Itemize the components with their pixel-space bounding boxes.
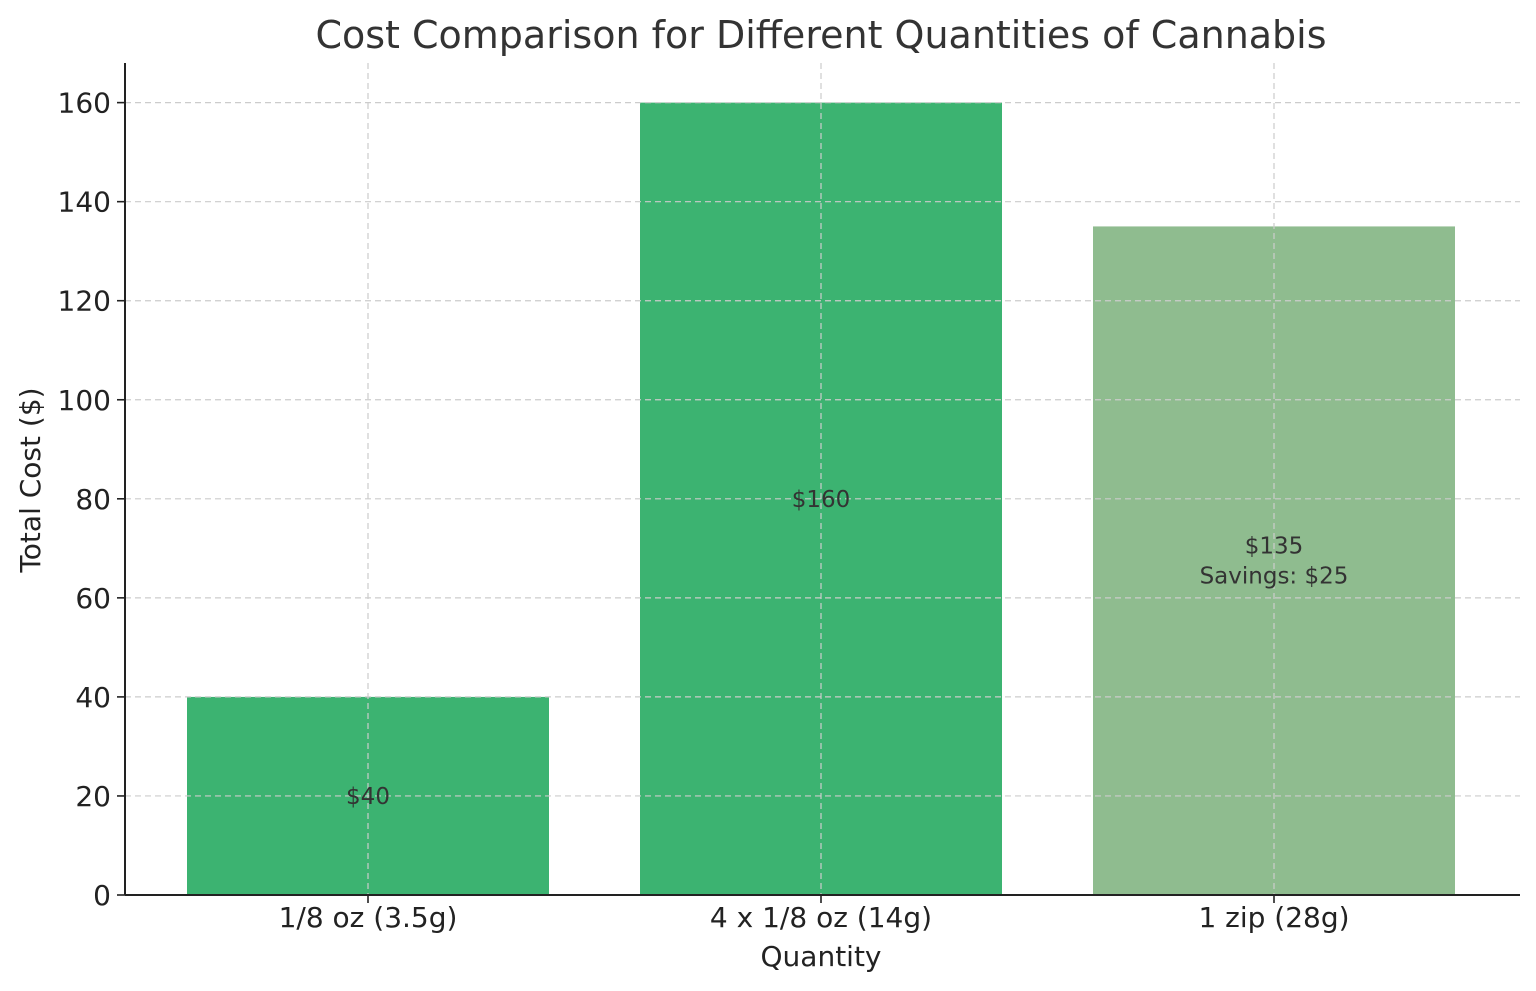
- axes-layer: 0 20 40 60 80 100 120 140 160 1/8 oz (3.5g) 4 x 1/…: [58, 63, 1520, 934]
- y-axis-label: Total Cost ($): [14, 387, 47, 573]
- bar-data-label-2-0: $135: [1245, 534, 1304, 560]
- y-tick-label-2: 40: [75, 681, 111, 714]
- x-tick-label-1: 4 x 1/8 oz (14g): [710, 901, 932, 934]
- y-tick-label-8: 160: [58, 87, 111, 120]
- x-tick-label-0: 1/8 oz (3.5g): [279, 901, 458, 934]
- grid-layer: [125, 63, 1520, 895]
- chart-title: Cost Comparison for Different Quantities…: [315, 13, 1326, 57]
- x-tick-label-2: 1 zip (28g): [1198, 901, 1349, 934]
- y-tick-label-3: 60: [75, 582, 111, 615]
- x-axis-label: Quantity: [761, 940, 882, 973]
- y-tick-label-6: 120: [58, 285, 111, 318]
- y-tick-label-4: 80: [75, 483, 111, 516]
- bar-data-label-0-0: $40: [346, 784, 390, 810]
- y-tick-label-5: 100: [58, 384, 111, 417]
- y-tick-label-7: 140: [58, 186, 111, 219]
- bar-data-label-2-1: Savings: $25: [1200, 564, 1349, 590]
- y-tick-label-1: 20: [75, 780, 111, 813]
- bar-data-label-1-0: $160: [792, 487, 851, 513]
- data-labels-layer: $40 $160 $135 Savings: $25: [346, 487, 1348, 810]
- y-tick-label-0: 0: [93, 879, 111, 912]
